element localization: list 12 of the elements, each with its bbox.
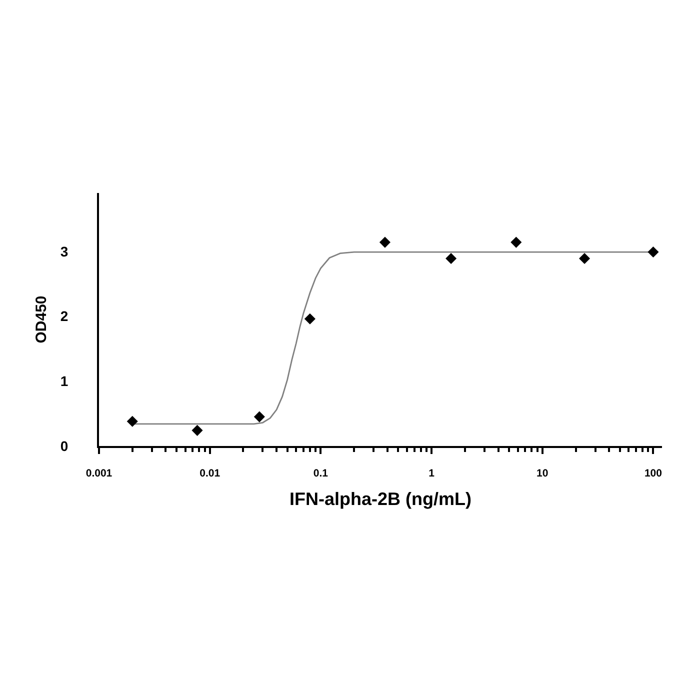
y-axis-title: OD450 bbox=[33, 296, 50, 344]
x-tick-label: 100 bbox=[644, 468, 662, 480]
x-tick-label: 0.01 bbox=[200, 468, 220, 480]
x-tick-label: 0.1 bbox=[313, 468, 328, 480]
y-tick-label: 2 bbox=[60, 308, 68, 324]
x-tick-label: 1 bbox=[428, 468, 435, 480]
y-tick-label: 1 bbox=[60, 373, 68, 390]
y-tick-label: 3 bbox=[60, 243, 68, 260]
x-tick-label: 0.001 bbox=[86, 468, 112, 480]
x-axis-title: IFN-alpha-2B (ng/mL) bbox=[290, 489, 472, 510]
y-tick-label: 0 bbox=[60, 438, 68, 454]
x-tick-label: 10 bbox=[536, 468, 548, 480]
